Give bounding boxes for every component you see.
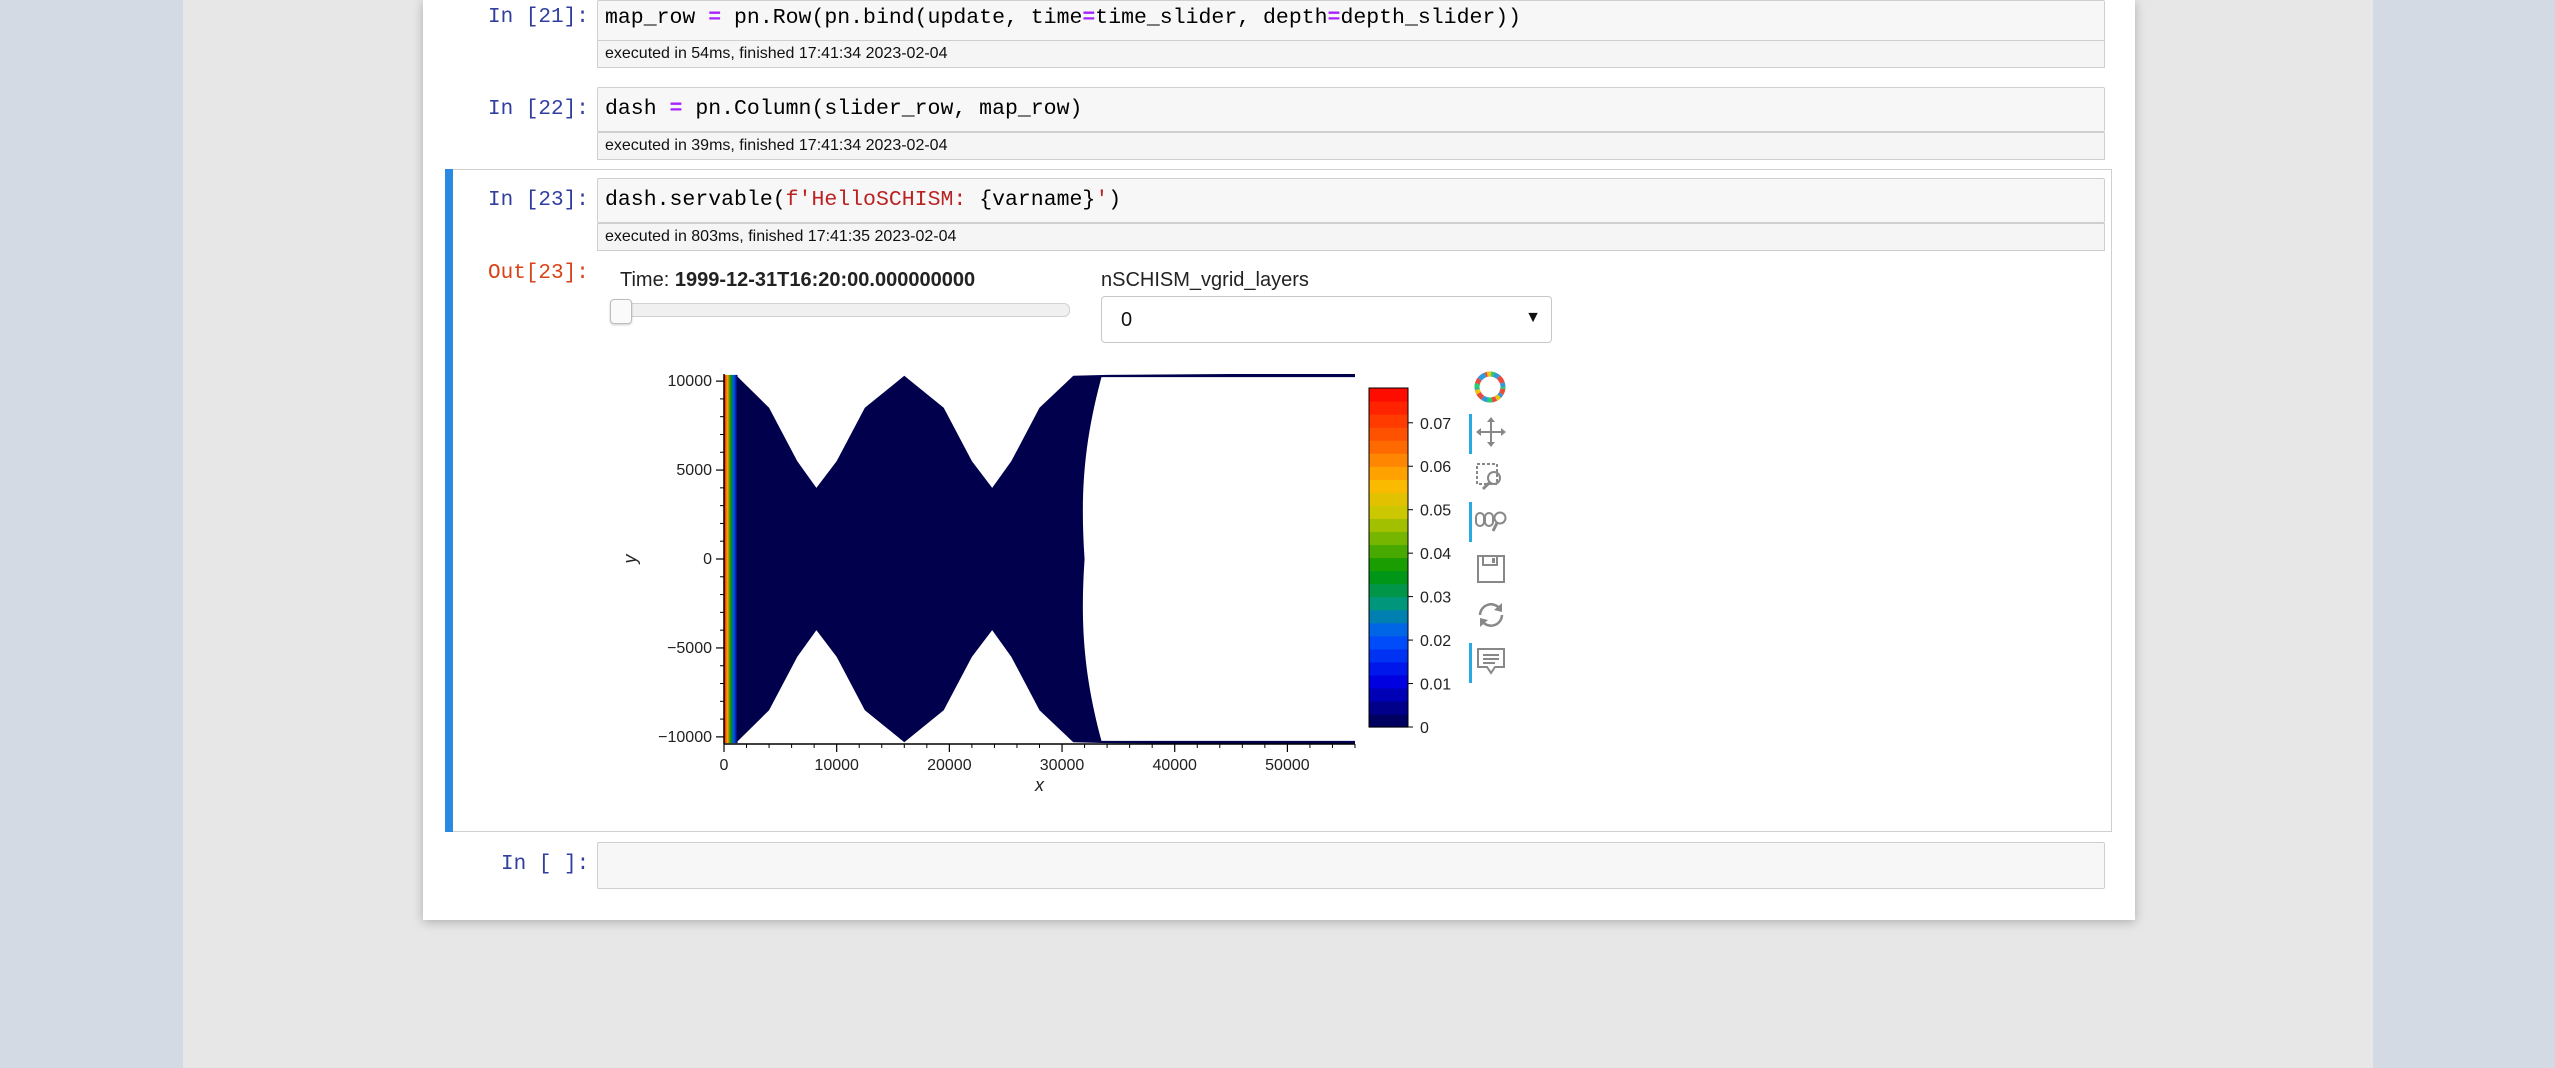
depth-select-value: 0 xyxy=(1121,309,1133,331)
colorbar-band xyxy=(1369,401,1408,415)
colorbar-tick-label: 0.02 xyxy=(1420,633,1451,650)
y-tick-label: −10000 xyxy=(658,729,712,746)
colorbar-frame xyxy=(1368,387,1409,728)
cell-23-input[interactable]: dash.servable(f'HelloSCHISM: {varname}') xyxy=(597,178,2105,223)
x-tick-label: 0 xyxy=(720,757,729,774)
colorbar-band xyxy=(1369,674,1408,689)
depth-select[interactable]: 0 ▼ xyxy=(1101,296,1552,343)
colorbar-band xyxy=(1369,466,1408,480)
colorbar-band xyxy=(1369,687,1408,702)
save-icon[interactable] xyxy=(1473,551,1509,587)
cell-22-exec-status: executed in 39ms, finished 17:41:34 2023… xyxy=(597,132,2105,160)
reset-icon[interactable] xyxy=(1473,597,1509,633)
colorbar-band xyxy=(1369,635,1408,650)
cell-21-exec-status: executed in 54ms, finished 17:41:34 2023… xyxy=(597,40,2105,68)
colorbar-tick-label: 0.05 xyxy=(1420,503,1451,520)
inflow-boundary xyxy=(724,374,738,744)
time-slider-handle[interactable] xyxy=(610,299,632,324)
cell-21-input[interactable]: map_row = pn.Row(pn.bind(update, time=ti… xyxy=(597,0,2105,41)
x-tick-label: 40000 xyxy=(1152,757,1197,774)
colorbar-band xyxy=(1369,648,1408,663)
colorbar-band xyxy=(1369,388,1408,402)
colorbar-tick-label: 0.04 xyxy=(1420,546,1451,563)
domain-cutout xyxy=(1082,377,1355,741)
cell-21-prompt: In [21]: xyxy=(488,6,589,29)
cell-22-input[interactable]: dash = pn.Column(slider_row, map_row) xyxy=(597,87,2105,132)
colorbar-tick-label: 0 xyxy=(1420,720,1429,737)
colorbar-band xyxy=(1369,570,1408,585)
cell-23-prompt: In [23]: xyxy=(488,189,589,212)
empty-cell-prompt: In [ ]: xyxy=(501,853,590,876)
colorbar-band xyxy=(1369,700,1408,715)
wheel-zoom-icon[interactable] xyxy=(1473,504,1509,540)
x-tick-label: 20000 xyxy=(927,757,972,774)
pan-active-indicator xyxy=(1469,414,1472,454)
y-tick-label: −5000 xyxy=(667,640,712,657)
empty-cell-input[interactable] xyxy=(597,842,2105,889)
wheel-zoom-active-indicator xyxy=(1469,502,1472,542)
y-tick-label: 0 xyxy=(703,551,712,568)
cell-23-exec-status: executed in 803ms, finished 17:41:35 202… xyxy=(597,223,2105,251)
cell-22-prompt: In [22]: xyxy=(488,98,589,121)
cell-21-code: map_row = pn.Row(pn.bind(update, time=ti… xyxy=(605,6,1522,30)
heatmap-field xyxy=(724,374,1355,744)
x-tick-label: 30000 xyxy=(1040,757,1085,774)
y-axis-label: y xyxy=(620,554,640,566)
colorbar-band xyxy=(1369,453,1408,467)
colorbar-band xyxy=(1369,609,1408,624)
colorbar-band xyxy=(1369,531,1408,546)
hover-icon[interactable] xyxy=(1473,644,1509,680)
colorbar-band xyxy=(1369,427,1408,441)
colorbar-band xyxy=(1369,505,1408,519)
time-slider-track[interactable] xyxy=(613,303,1070,317)
box-zoom-icon[interactable] xyxy=(1473,459,1509,495)
colorbar-band xyxy=(1369,713,1408,728)
colorbar-tick-label: 0.06 xyxy=(1420,459,1451,476)
time-slider-label: Time: 1999-12-31T16:20:00.000000000 xyxy=(620,269,976,291)
y-tick-label: 10000 xyxy=(668,373,713,390)
colorbar-band xyxy=(1369,596,1408,611)
depth-select-label: nSCHISM_vgrid_layers xyxy=(1101,269,1309,291)
cell-23-code: dash.servable(f'HelloSCHISM: {varname}') xyxy=(605,188,1122,212)
colorbar-band xyxy=(1369,557,1408,572)
heatmap-plot[interactable]: 0 10000 20000 30000 40000 500001000050000−500… xyxy=(600,355,1520,815)
colorbar-tick-label: 0.03 xyxy=(1420,590,1451,607)
chevron-down-icon: ▼ xyxy=(1525,309,1541,326)
colorbar-band xyxy=(1369,622,1408,637)
colorbar-band xyxy=(1369,414,1408,428)
cell-22-code: dash = pn.Column(slider_row, map_row) xyxy=(605,97,1083,121)
cell-23-selection-bar xyxy=(445,169,453,832)
colorbar-band xyxy=(1369,479,1408,493)
y-tick-label: 5000 xyxy=(676,462,712,479)
colorbar-band xyxy=(1369,518,1408,533)
x-tick-label: 10000 xyxy=(814,757,859,774)
hover-active-indicator xyxy=(1469,643,1472,683)
colorbar-band xyxy=(1369,492,1408,506)
colorbar-tick-label: 0.07 xyxy=(1420,416,1451,433)
colorbar-band xyxy=(1369,544,1408,559)
x-tick-label: 50000 xyxy=(1265,757,1310,774)
colorbar-tick-label: 0.01 xyxy=(1420,677,1451,694)
colorbar-band xyxy=(1369,583,1408,598)
cell-23-out-prompt: Out[23]: xyxy=(488,262,589,285)
colorbar-band xyxy=(1369,661,1408,676)
pan-icon[interactable] xyxy=(1473,414,1509,450)
colorbar-band xyxy=(1369,440,1408,454)
bokeh-logo-icon[interactable] xyxy=(1472,369,1508,405)
x-axis-label: x xyxy=(1034,775,1045,795)
